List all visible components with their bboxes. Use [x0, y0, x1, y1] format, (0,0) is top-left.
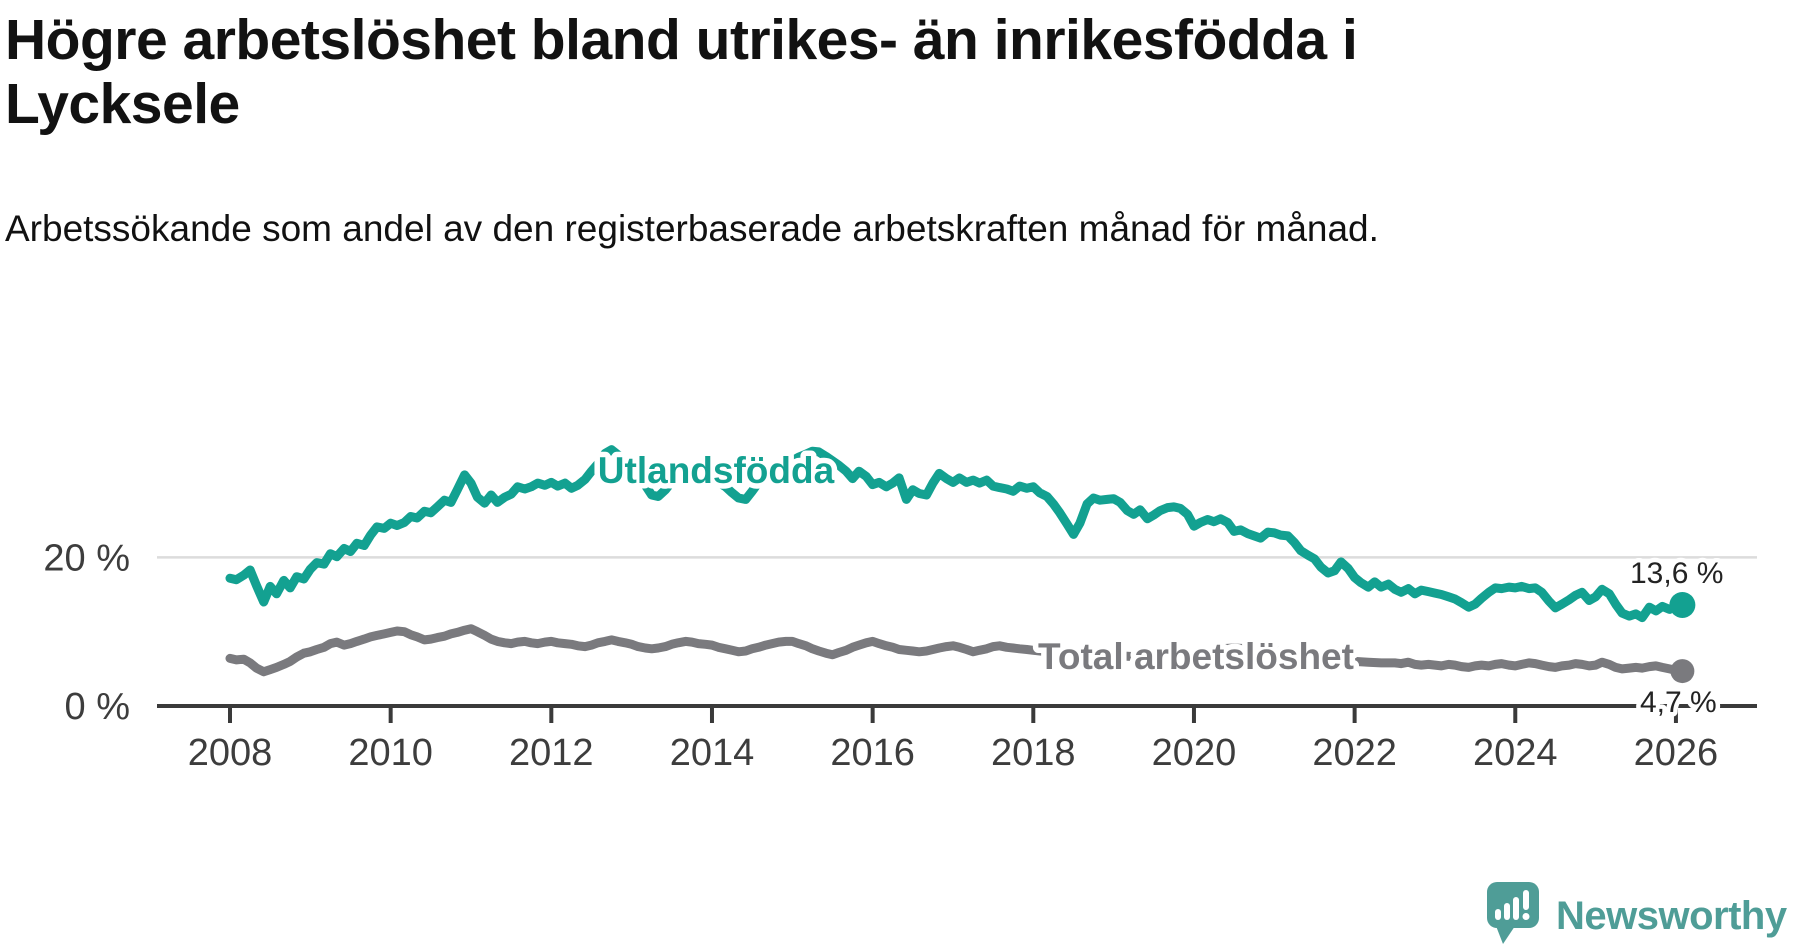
x-axis-tick-label-2014: 2014	[670, 732, 755, 774]
x-axis-tick-label-2024: 2024	[1473, 732, 1558, 774]
x-axis-tick-label-2020: 2020	[1152, 732, 1237, 774]
newsworthy-chart-bubble-icon	[1487, 882, 1539, 944]
series-end-dot-1	[1670, 659, 1695, 684]
newsworthy-brand-text: Newsworthy	[1556, 894, 1787, 938]
x-axis-tick-label-2012: 2012	[509, 732, 594, 774]
series-label-0: Utlandsfödda	[598, 450, 835, 491]
x-axis-tick-label-2008: 2008	[188, 732, 273, 774]
series-end-value-label-0: 13,6 %	[1630, 557, 1723, 590]
x-axis-tick-label-2018: 2018	[991, 732, 1076, 774]
x-axis-tick-label-2026: 2026	[1634, 732, 1719, 774]
newsworthy-logo: Newsworthy	[1487, 882, 1787, 946]
series-label-1: Total arbetslöshet	[1038, 636, 1354, 677]
chart-subtitle: Arbetssökande som andel av den registerb…	[5, 208, 1379, 249]
y-axis-label-20: 20 %	[43, 537, 130, 579]
series-end-dot-0	[1669, 591, 1696, 618]
x-axis-tick-label-2016: 2016	[830, 732, 915, 774]
x-axis-tick-label-2010: 2010	[348, 732, 433, 774]
series-end-value-label-1: 4,7 %	[1640, 686, 1717, 719]
y-axis-label-0: 0 %	[65, 686, 130, 728]
series-line-0	[225, 445, 1687, 623]
chart-title: Högre arbetslöshet bland utrikes- än inr…	[5, 8, 1358, 137]
x-axis-tick-label-2022: 2022	[1312, 732, 1397, 774]
series-line-1	[225, 624, 1687, 677]
